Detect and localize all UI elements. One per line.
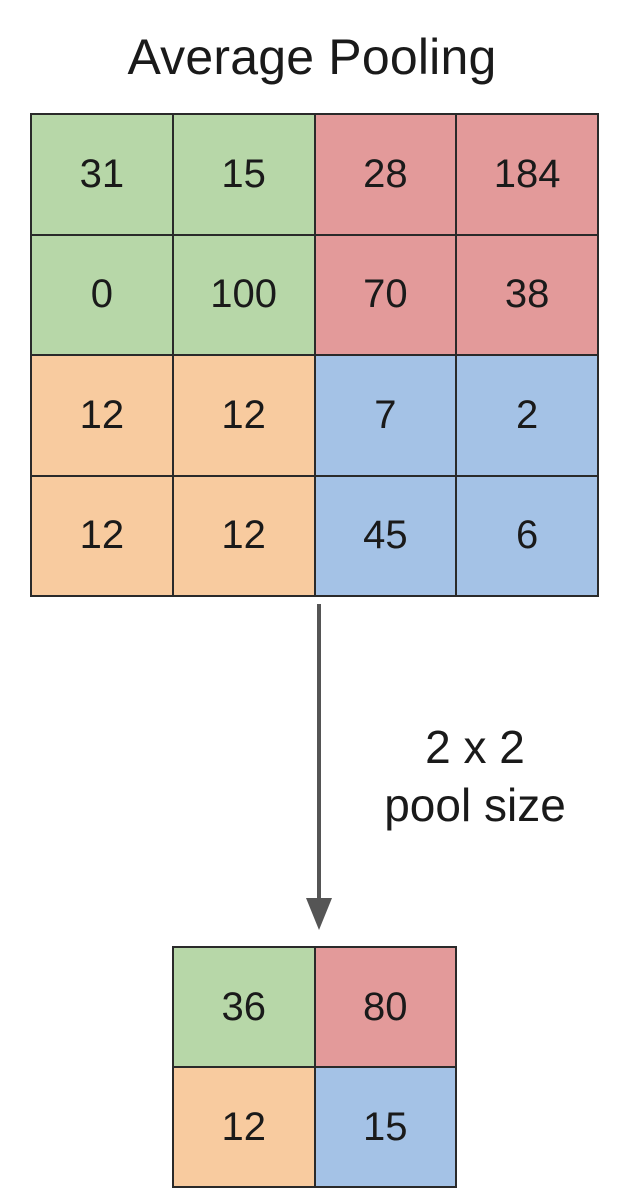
input-cell: 70: [315, 235, 456, 354]
input-cell: 45: [315, 476, 456, 595]
pool-size-dimensions: 2 x 2: [425, 721, 525, 773]
output-cell: 80: [315, 948, 455, 1066]
diagram-title: Average Pooling: [127, 29, 497, 85]
input-cell: 38: [457, 235, 597, 354]
input-cell: 0: [32, 235, 172, 354]
pool-size-caption: pool size: [384, 779, 566, 831]
input-matrix: 31 15 28 184 0 100 70 38 12 12 7 2 12 12…: [30, 113, 599, 597]
pool-size-label: 2 x 2 pool size: [345, 718, 605, 834]
input-cell: 15: [173, 115, 314, 234]
input-cell: 100: [173, 235, 314, 354]
output-cell: 36: [174, 948, 314, 1066]
input-cell: 28: [315, 115, 456, 234]
arrow-head: [306, 898, 332, 930]
input-cell: 12: [173, 476, 314, 595]
input-cell: 2: [457, 356, 597, 475]
output-matrix: 36 80 12 15: [172, 946, 457, 1188]
input-cell: 12: [32, 476, 172, 595]
input-cell: 7: [315, 356, 456, 475]
input-cell: 184: [457, 115, 597, 234]
input-cell: 12: [32, 356, 172, 475]
input-cell: 6: [457, 476, 597, 595]
output-cell: 15: [315, 1068, 455, 1186]
input-cell: 31: [32, 115, 172, 234]
input-cell: 12: [173, 356, 314, 475]
output-cell: 12: [174, 1068, 314, 1186]
